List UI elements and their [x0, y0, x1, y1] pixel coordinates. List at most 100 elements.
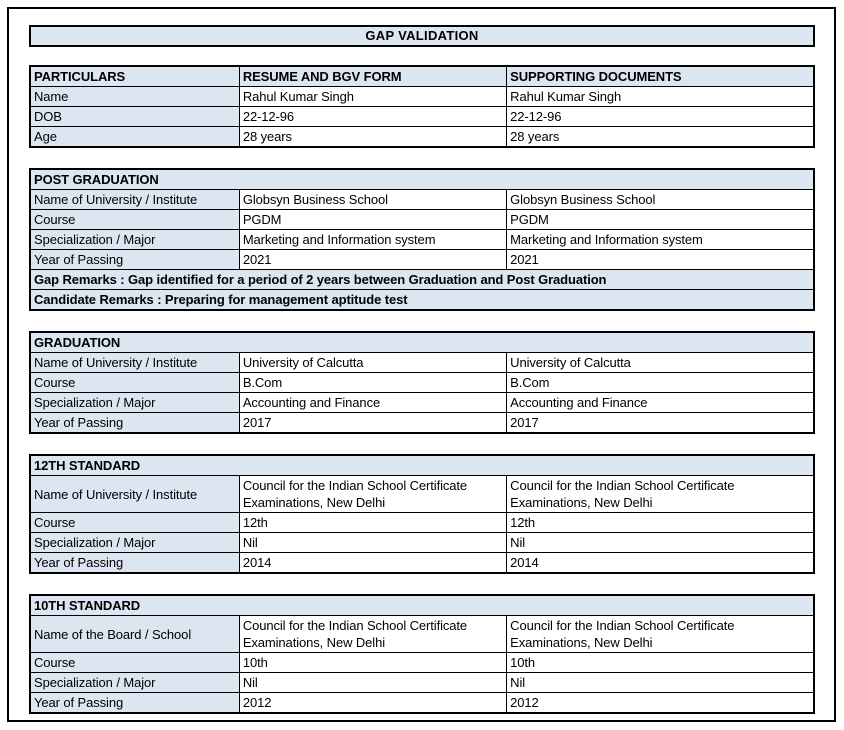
table-row: Name of the Board / School Council for th… — [29, 615, 815, 653]
resume-value: Council for the Indian School Certificat… — [238, 475, 508, 513]
row-label: Name of the Board / School — [29, 615, 240, 653]
table-row: DOB 22-12-96 22-12-96 — [29, 106, 815, 127]
resume-value: 2014 — [238, 552, 508, 574]
supporting-value: 10th — [506, 652, 815, 673]
resume-value: Marketing and Information system — [238, 229, 508, 250]
row-label: Specialization / Major — [29, 229, 240, 250]
supporting-value: Nil — [506, 532, 815, 553]
resume-value: Council for the Indian School Certificat… — [238, 615, 508, 653]
supporting-value: 2012 — [506, 692, 815, 714]
supporting-value: 22-12-96 — [506, 106, 815, 127]
supporting-value: 28 years — [506, 126, 815, 148]
section-table-12th-standard: 12TH STANDARD Name of University / Instit… — [29, 454, 815, 574]
remarks-row: Gap Remarks : Gap identified for a perio… — [29, 269, 815, 290]
table-row: Year of Passing 2012 2012 — [29, 692, 815, 714]
section-title: 10TH STANDARD — [29, 594, 815, 616]
row-label: Age — [29, 126, 240, 148]
row-label: Year of Passing — [29, 552, 240, 574]
table-row: Name of University / Institute University… — [29, 352, 815, 373]
row-label: Specialization / Major — [29, 392, 240, 413]
resume-value: PGDM — [238, 209, 508, 230]
resume-value: 2021 — [238, 249, 508, 270]
row-label: Specialization / Major — [29, 532, 240, 553]
table-row: Name of University / Institute Council fo… — [29, 475, 815, 513]
row-label: Year of Passing — [29, 249, 240, 270]
column-header: RESUME AND BGV FORM — [238, 65, 508, 87]
table-row: Name Rahul Kumar Singh Rahul Kumar Singh — [29, 86, 815, 107]
table-row: Specialization / Major Marketing and Info… — [29, 229, 815, 250]
page-title: GAP VALIDATION — [29, 25, 815, 47]
document-page: GAP VALIDATION PARTICULARS RESUME AND BGV… — [7, 7, 836, 722]
supporting-value: 2021 — [506, 249, 815, 270]
supporting-value: 2017 — [506, 412, 815, 434]
table-row: Course B.Com B.Com — [29, 372, 815, 393]
section-table-10th-standard: 10TH STANDARD Name of the Board / School C… — [29, 594, 815, 714]
resume-value: 10th — [238, 652, 508, 673]
resume-value: Nil — [238, 532, 508, 553]
section-table-post-graduation: POST GRADUATION Name of University / Inst… — [29, 168, 815, 311]
supporting-value: Rahul Kumar Singh — [506, 86, 815, 107]
particulars-table: PARTICULARS RESUME AND BGV FORM SUPPORTING… — [29, 65, 815, 148]
supporting-value: Marketing and Information system — [506, 229, 815, 250]
section-title-row: POST GRADUATION — [29, 168, 815, 190]
resume-value: 2017 — [238, 412, 508, 434]
section-title-row: 10TH STANDARD — [29, 594, 815, 616]
table-row: Year of Passing 2017 2017 — [29, 412, 815, 434]
row-label: Name of University / Institute — [29, 475, 240, 513]
sections-container: POST GRADUATION Name of University / Inst… — [29, 168, 815, 714]
remarks-row: Candidate Remarks : Preparing for manage… — [29, 289, 815, 311]
supporting-value: Nil — [506, 672, 815, 693]
supporting-value: B.Com — [506, 372, 815, 393]
section-title: GRADUATION — [29, 331, 815, 353]
supporting-value: University of Calcutta — [506, 352, 815, 373]
supporting-value: 12th — [506, 512, 815, 533]
resume-value: University of Calcutta — [238, 352, 508, 373]
row-label: Course — [29, 372, 240, 393]
section-table-graduation: GRADUATION Name of University / Institute… — [29, 331, 815, 434]
table-row: Name of University / Institute Globsyn Bu… — [29, 189, 815, 210]
remarks-text: Gap Remarks : Gap identified for a perio… — [29, 269, 815, 290]
resume-value: 12th — [238, 512, 508, 533]
section-title: 12TH STANDARD — [29, 454, 815, 476]
row-label: Specialization / Major — [29, 672, 240, 693]
page-content: GAP VALIDATION PARTICULARS RESUME AND BGV… — [9, 9, 834, 714]
supporting-value: 2014 — [506, 552, 815, 574]
table-row: Age 28 years 28 years — [29, 126, 815, 148]
column-header: SUPPORTING DOCUMENTS — [506, 65, 815, 87]
table-row: Course 10th 10th — [29, 652, 815, 673]
table-row: Course PGDM PGDM — [29, 209, 815, 230]
supporting-value: Globsyn Business School — [506, 189, 815, 210]
table-row: Specialization / Major Nil Nil — [29, 672, 815, 693]
resume-value: 2012 — [238, 692, 508, 714]
table-row: Year of Passing 2021 2021 — [29, 249, 815, 270]
resume-value: Nil — [238, 672, 508, 693]
resume-value: Rahul Kumar Singh — [238, 86, 508, 107]
table-row: Specialization / Major Accounting and Fin… — [29, 392, 815, 413]
row-label: Name of University / Institute — [29, 189, 240, 210]
section-title-row: GRADUATION — [29, 331, 815, 353]
row-label: Course — [29, 512, 240, 533]
supporting-value: Council for the Indian School Certificat… — [506, 615, 815, 653]
table-row: Course 12th 12th — [29, 512, 815, 533]
column-header: PARTICULARS — [29, 65, 240, 87]
supporting-value: PGDM — [506, 209, 815, 230]
header-row: PARTICULARS RESUME AND BGV FORM SUPPORTING… — [29, 65, 815, 87]
row-label: Course — [29, 652, 240, 673]
row-label: Name — [29, 86, 240, 107]
resume-value: 22-12-96 — [238, 106, 508, 127]
table-row: Specialization / Major Nil Nil — [29, 532, 815, 553]
supporting-value: Council for the Indian School Certificat… — [506, 475, 815, 513]
section-title: POST GRADUATION — [29, 168, 815, 190]
supporting-value: Accounting and Finance — [506, 392, 815, 413]
resume-value: 28 years — [238, 126, 508, 148]
table-row: Year of Passing 2014 2014 — [29, 552, 815, 574]
resume-value: B.Com — [238, 372, 508, 393]
resume-value: Globsyn Business School — [238, 189, 508, 210]
row-label: Name of University / Institute — [29, 352, 240, 373]
remarks-text: Candidate Remarks : Preparing for manage… — [29, 289, 815, 311]
row-label: Year of Passing — [29, 412, 240, 434]
resume-value: Accounting and Finance — [238, 392, 508, 413]
row-label: Year of Passing — [29, 692, 240, 714]
row-label: DOB — [29, 106, 240, 127]
row-label: Course — [29, 209, 240, 230]
